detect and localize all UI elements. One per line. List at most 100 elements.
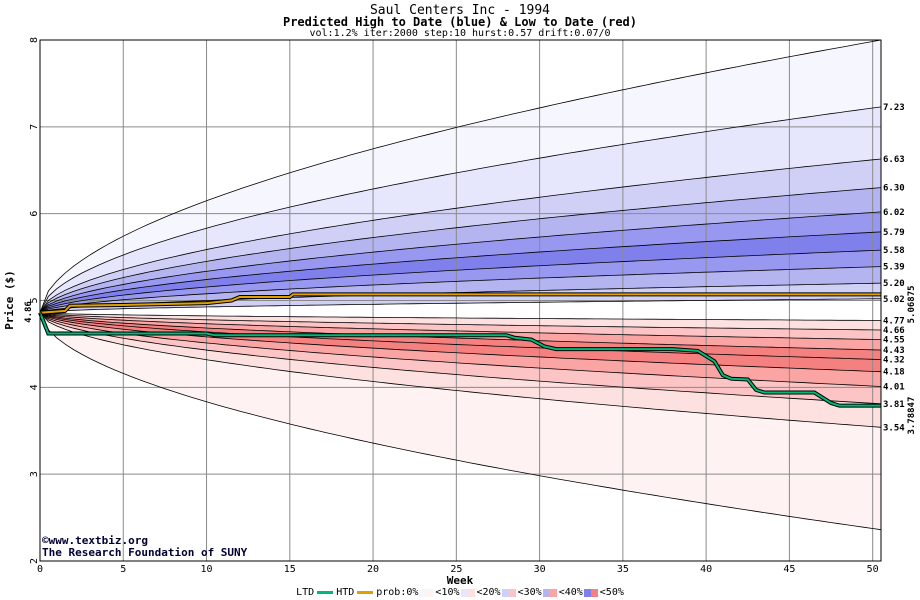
level-label-3.81: 3.81 (883, 400, 905, 410)
upper-band-3 (40, 159, 881, 313)
y-tick-3: 3 (29, 471, 40, 477)
x-tick-35: 35 (617, 564, 629, 575)
x-tick-30: 30 (534, 564, 546, 575)
x-tick-labels: 0 5 10 15 20 25 30 35 40 45 50 (37, 564, 879, 575)
x-tick-25: 25 (450, 564, 462, 575)
y-tick-4: 4 (29, 384, 40, 390)
level-label-4.32: 4.32 (883, 356, 905, 366)
legend-swatch-5 (583, 588, 598, 597)
upper-band-1 (40, 40, 881, 313)
legend-prob-label: prob:0% (376, 587, 419, 598)
y-tick-2: 2 (29, 558, 40, 564)
level-line-5.39 (39, 266, 882, 314)
level-line-4.32 (39, 312, 882, 360)
start-price-label: 4.86 (24, 301, 34, 323)
legend-swatch-3 (501, 588, 516, 597)
probability-bands (40, 40, 881, 530)
level-label-4.18: 4.18 (883, 368, 905, 378)
x-tick-5: 5 (120, 564, 126, 575)
x-tick-40: 40 (700, 564, 712, 575)
level-line-2.36 (39, 312, 882, 531)
level-line-5.02 (39, 298, 881, 314)
lower-band-6 (40, 312, 881, 387)
level-line-5.58 (39, 249, 882, 314)
legend: LTD HTD prob:0% <10% <20% <30% <40% <50% (0, 587, 920, 599)
legend-bucket-2: <20% (476, 587, 501, 598)
upper-band-5 (40, 211, 881, 313)
level-line-4.77 (39, 312, 882, 321)
level-labels: 7.23 6.63 6.30 6.02 5.79 5.58 5.39 5.20 5.02 4.77… (883, 103, 905, 433)
ltd-end-label: 3.78847 (907, 397, 917, 435)
level-label-7.23: 7.23 (883, 103, 905, 113)
level-line-7.23 (39, 106, 882, 313)
level-contours (39, 39, 882, 531)
y-tick-7: 7 (29, 124, 40, 130)
level-label-5.20: 5.20 (883, 279, 905, 289)
upper-band-7 (40, 250, 881, 313)
x-axis-label: Week (447, 574, 474, 587)
credit-site[interactable]: ©www.textbiz.org (42, 534, 148, 547)
level-label-4.66: 4.66 (883, 326, 905, 336)
level-label-5.58: 5.58 (883, 246, 905, 256)
level-line-4.43 (39, 312, 882, 351)
lower-band-8 (40, 312, 881, 428)
plot-frame (39, 39, 882, 562)
level-label-6.02: 6.02 (883, 208, 905, 218)
level-line-8.00 (39, 39, 882, 313)
x-tick-10: 10 (201, 564, 213, 575)
y-tick-5: 5 (29, 297, 40, 303)
level-line-4.55 (39, 312, 882, 340)
ltd-line (39, 312, 881, 407)
legend-htd-label: HTD (336, 587, 355, 598)
level-label-4.55: 4.55 (883, 336, 905, 346)
level-line-6.02 (39, 211, 882, 313)
level-label-6.63: 6.63 (883, 155, 905, 165)
level-label-5.39: 5.39 (883, 263, 905, 273)
upper-band-4 (40, 187, 881, 313)
level-line-6.63 (39, 158, 882, 313)
lower-band-1 (40, 312, 881, 330)
level-label-4.43: 4.43 (883, 346, 905, 356)
legend-htd-line (357, 591, 374, 594)
legend-swatch-2 (460, 588, 475, 597)
level-line-3.54 (39, 312, 882, 428)
legend-swatch-4 (542, 588, 557, 597)
legend-swatch-1 (419, 588, 434, 597)
htd-line (39, 293, 881, 314)
lower-band-7 (40, 312, 881, 404)
y-tick-8: 8 (29, 37, 40, 43)
x-tick-45: 45 (783, 564, 795, 575)
legend-bucket-4: <40% (558, 587, 583, 598)
x-tick-20: 20 (367, 564, 379, 575)
level-label-4.01: 4.01 (883, 382, 905, 392)
upper-band-9 (40, 283, 881, 313)
level-line-4.66 (39, 312, 882, 331)
legend-bucket-5: <50% (599, 587, 624, 598)
upper-band-8 (40, 266, 881, 313)
y-tick-6: 6 (29, 211, 40, 217)
upper-band-6 (40, 231, 881, 313)
level-label-3.54: 3.54 (883, 423, 905, 433)
credit-org: The Research Foundation of SUNY (42, 546, 248, 559)
lower-band-9 (40, 312, 881, 530)
center-band (40, 298, 881, 321)
x-tick-0: 0 (37, 564, 43, 575)
htd-end-label: 5.06875 (907, 285, 917, 323)
level-label-5.02: 5.02 (883, 295, 905, 305)
legend-ltd-line (317, 591, 334, 594)
chart-params: vol:1.2% iter:2000 step:10 hurst:0.57 dr… (309, 28, 611, 39)
level-label-5.79: 5.79 (883, 228, 905, 238)
lower-band-2 (40, 312, 881, 340)
lower-band-5 (40, 312, 881, 372)
level-line-5.79 (39, 231, 882, 314)
legend-ltd-label: LTD (296, 587, 315, 598)
level-label-6.30: 6.30 (883, 184, 905, 194)
legend-bucket-3: <30% (517, 587, 542, 598)
upper-band-2 (40, 106, 881, 313)
x-tick-50: 50 (867, 564, 879, 575)
y-axis-label: Price ($) (3, 270, 16, 330)
x-tick-15: 15 (284, 564, 296, 575)
legend-bucket-1: <10% (435, 587, 460, 598)
chart-title: Saul Centers Inc - 1994 (369, 3, 550, 18)
